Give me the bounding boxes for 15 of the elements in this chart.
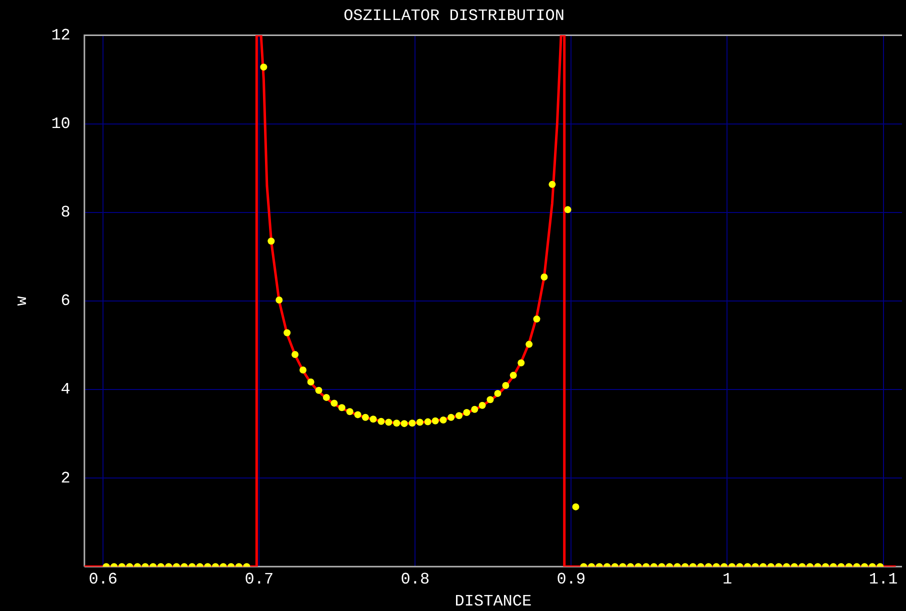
y-tick-label: 12 [51,26,70,44]
y-tick-label: 8 [60,204,70,222]
x-tick-label: 1.1 [868,570,898,588]
y-tick-label: 6 [60,292,70,310]
x-axis-title: DISTANCE [454,592,532,611]
y-tick-label: 4 [60,380,70,399]
chart-title: OSZILLATOR DISTRIBUTION [344,6,564,25]
x-tick-label: 0.9 [556,570,586,588]
x-tick-label: 1 [722,570,732,588]
y-tick-label: 10 [51,115,70,133]
x-tick-label: 0.8 [400,570,430,588]
x-tick-label: 0.7 [244,570,274,588]
x-tick-label: 0.6 [88,570,118,588]
y-tick-label: 2 [60,469,70,488]
y-axis-title: w [12,296,31,306]
